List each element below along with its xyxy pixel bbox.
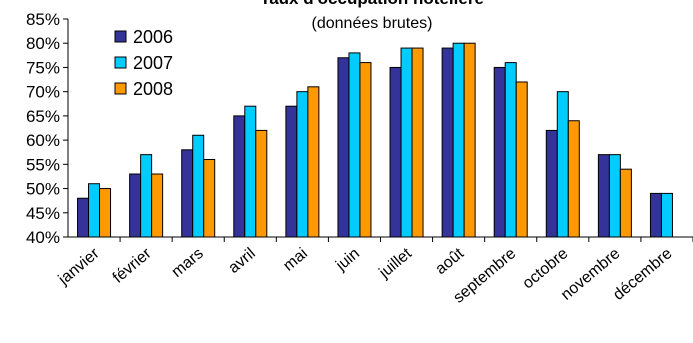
y-tick-label: 50%: [26, 180, 60, 199]
bar-2006-mai: [285, 105, 298, 238]
x-tick-label: août: [432, 245, 467, 278]
legend-swatch-2006: [114, 30, 127, 43]
bar-2007-janvier: [88, 183, 101, 238]
bar-2007-avril: [244, 105, 257, 238]
bar-2008-mars: [203, 158, 216, 238]
bar-2006-avril: [233, 115, 246, 238]
bar-2007-septembre: [504, 62, 517, 238]
bar-2007-mai: [296, 91, 309, 238]
bar-2006-novembre: [597, 154, 610, 238]
bar-2007-novembre: [608, 154, 621, 238]
y-tick-label: 60%: [26, 131, 60, 150]
x-tick-label: juillet: [375, 245, 415, 282]
y-tick-label: 40%: [26, 228, 60, 247]
legend-label-2007: 2007: [133, 53, 173, 73]
x-tick-label: mars: [169, 245, 207, 281]
bar-2007-février: [140, 154, 153, 238]
bar-2008-octobre: [567, 120, 580, 238]
bar-2008-septembre: [515, 81, 528, 238]
legend-label-2006: 2006: [133, 27, 173, 47]
y-tick-label: 55%: [26, 155, 60, 174]
bar-2008-avril: [255, 129, 268, 238]
y-tick-label: 45%: [26, 204, 60, 223]
bar-2008-novembre: [619, 168, 632, 238]
bar-2006-décembre: [649, 192, 662, 238]
y-tick-label: 85%: [26, 10, 60, 29]
y-tick-label: 80%: [26, 34, 60, 53]
bar-2008-juin: [359, 62, 372, 238]
bar-2006-mars: [181, 149, 194, 238]
plot-area: 40% 45% 50% 55% 60% 65% 70% 75% 80% 85% janvier fév…: [26, 10, 693, 307]
chart-title: Taux d'occupation hôtelière: [260, 0, 484, 8]
bar-2008-janvier: [99, 188, 112, 238]
bar-2007-octobre: [556, 91, 569, 238]
bar-2007-août: [452, 42, 465, 238]
bar-2007-juin: [348, 52, 361, 238]
bar-2006-juin: [337, 57, 350, 238]
bar-2006-février: [129, 173, 142, 238]
legend-swatch-2007: [114, 56, 127, 69]
x-tick-label: décembre: [610, 245, 676, 304]
y-tick-label: 70%: [26, 83, 60, 102]
bar-2008-mai: [307, 86, 320, 238]
x-tick-label: juin: [332, 245, 363, 275]
bar-2007-mars: [192, 134, 205, 238]
x-tick-label: janvier: [55, 245, 103, 289]
y-tick-label: 65%: [26, 107, 60, 126]
bar-2006-octobre: [545, 129, 558, 238]
legend-swatch-2008: [114, 82, 127, 95]
bar-2006-septembre: [493, 66, 506, 238]
bar-2006-janvier: [77, 197, 90, 238]
x-tick-label: février: [110, 245, 155, 287]
bar-2008-août: [463, 42, 476, 238]
legend-label-2008: 2008: [133, 79, 173, 99]
bar-2007-juillet: [400, 47, 413, 238]
bar-2006-août: [441, 47, 454, 238]
legend: 2006 2007 2008: [114, 27, 173, 99]
y-tick-label: 75%: [26, 58, 60, 77]
bar-2008-juillet: [411, 47, 424, 238]
bar-2008-février: [151, 173, 164, 238]
x-tick-label: avril: [225, 245, 258, 277]
chart-subtitle: (données brutes): [312, 15, 433, 32]
bar-2006-juillet: [389, 66, 402, 238]
bar-2007-décembre: [660, 192, 673, 238]
x-tick-label: mai: [280, 245, 311, 275]
